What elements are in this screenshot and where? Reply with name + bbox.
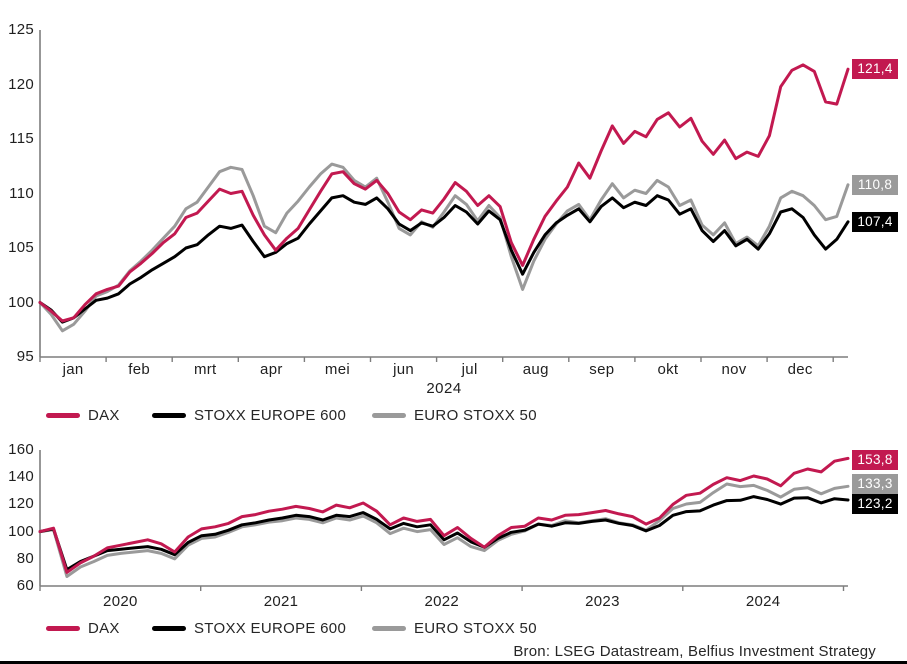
y-tick-label: 95 (16, 348, 34, 365)
legend-label: EURO STOXX 50 (414, 619, 537, 637)
x-tick-label: apr (260, 361, 283, 378)
legend-item-dax: DAX (46, 405, 120, 425)
x-tick-label: dec (787, 361, 813, 378)
y-tick-label: 80 (16, 549, 34, 567)
legend-swatch-stoxx-europe-600 (152, 625, 186, 631)
x-tick-label: aug (522, 361, 549, 378)
x-tick-label: nov (721, 361, 747, 378)
series-line-stoxx-europe-600 (38, 495, 850, 572)
legend-label: DAX (88, 619, 120, 637)
series-line-euro-stoxx-50 (38, 162, 850, 333)
y-tick-label: 110 (9, 184, 34, 202)
y-tick-label: 115 (9, 130, 34, 147)
y-tick-label: 140 (8, 468, 34, 486)
x-tick-label: 2021 (263, 593, 299, 610)
legend-item-stoxx-europe-600: STOXX EUROPE 600 (152, 618, 346, 638)
end-label-euro-stoxx-50: 110,8 (852, 174, 898, 195)
x-tick-label: 2022 (424, 593, 460, 610)
end-label-stoxx-europe-600: 107,4 (852, 211, 898, 232)
end-label-dax: 121,4 (852, 59, 898, 80)
bottom-border-line (0, 661, 907, 664)
y-tick-label: 100 (8, 522, 34, 540)
y-tick-label: 105 (8, 239, 34, 256)
series-line-euro-stoxx-50 (38, 482, 850, 578)
legend-item-euro-stoxx-50: EURO STOXX 50 (372, 405, 537, 425)
end-label-dax: 153,8 (852, 450, 898, 471)
x-tick-label: 2023 (585, 593, 620, 610)
legend-label: STOXX EUROPE 600 (194, 406, 347, 424)
x-axis-title-2024: 2024 (426, 380, 462, 397)
y-tick-label: 120 (8, 495, 34, 513)
x-tick-label: 2024 (745, 593, 781, 610)
source-credit: Bron: LSEG Datastream, Belfius Investmen… (513, 643, 876, 660)
legend-swatch-stoxx-europe-600 (152, 412, 186, 418)
legend-item-dax: DAX (46, 618, 120, 638)
x-tick-label: mrt (193, 361, 217, 378)
end-label-stoxx-europe-600: 123,2 (852, 494, 898, 515)
series-line-dax (38, 456, 850, 574)
y-tick-label: 120 (8, 75, 34, 93)
x-tick-label: jun (393, 361, 415, 378)
y-tick-label: 125 (8, 21, 34, 38)
legend-swatch-euro-stoxx-50 (372, 412, 406, 418)
x-tick-label: jan (62, 361, 84, 378)
series-line-stoxx-europe-600 (38, 194, 850, 324)
x-tick-label: okt (657, 361, 679, 378)
legend-label: DAX (88, 406, 120, 424)
x-tick-label: sep (589, 361, 615, 378)
y-tick-label: 60 (16, 577, 34, 594)
y-tick-label: 100 (8, 293, 34, 311)
legend-label: EURO STOXX 50 (414, 406, 537, 424)
y-tick-label: 160 (8, 441, 34, 458)
x-tick-label: 2020 (103, 593, 138, 610)
x-tick-label: mei (324, 361, 350, 378)
legend-label: STOXX EUROPE 600 (194, 619, 347, 637)
legend-item-euro-stoxx-50: EURO STOXX 50 (372, 618, 537, 638)
legend-swatch-euro-stoxx-50 (372, 625, 406, 631)
x-tick-label: feb (128, 361, 151, 378)
x-tick-label: jul (461, 361, 478, 378)
end-label-euro-stoxx-50: 133,3 (852, 474, 898, 495)
legend-swatch-dax (46, 412, 80, 418)
legend-swatch-dax (46, 625, 80, 631)
series-line-dax (38, 63, 850, 323)
legend-item-stoxx-europe-600: STOXX EUROPE 600 (152, 405, 346, 425)
